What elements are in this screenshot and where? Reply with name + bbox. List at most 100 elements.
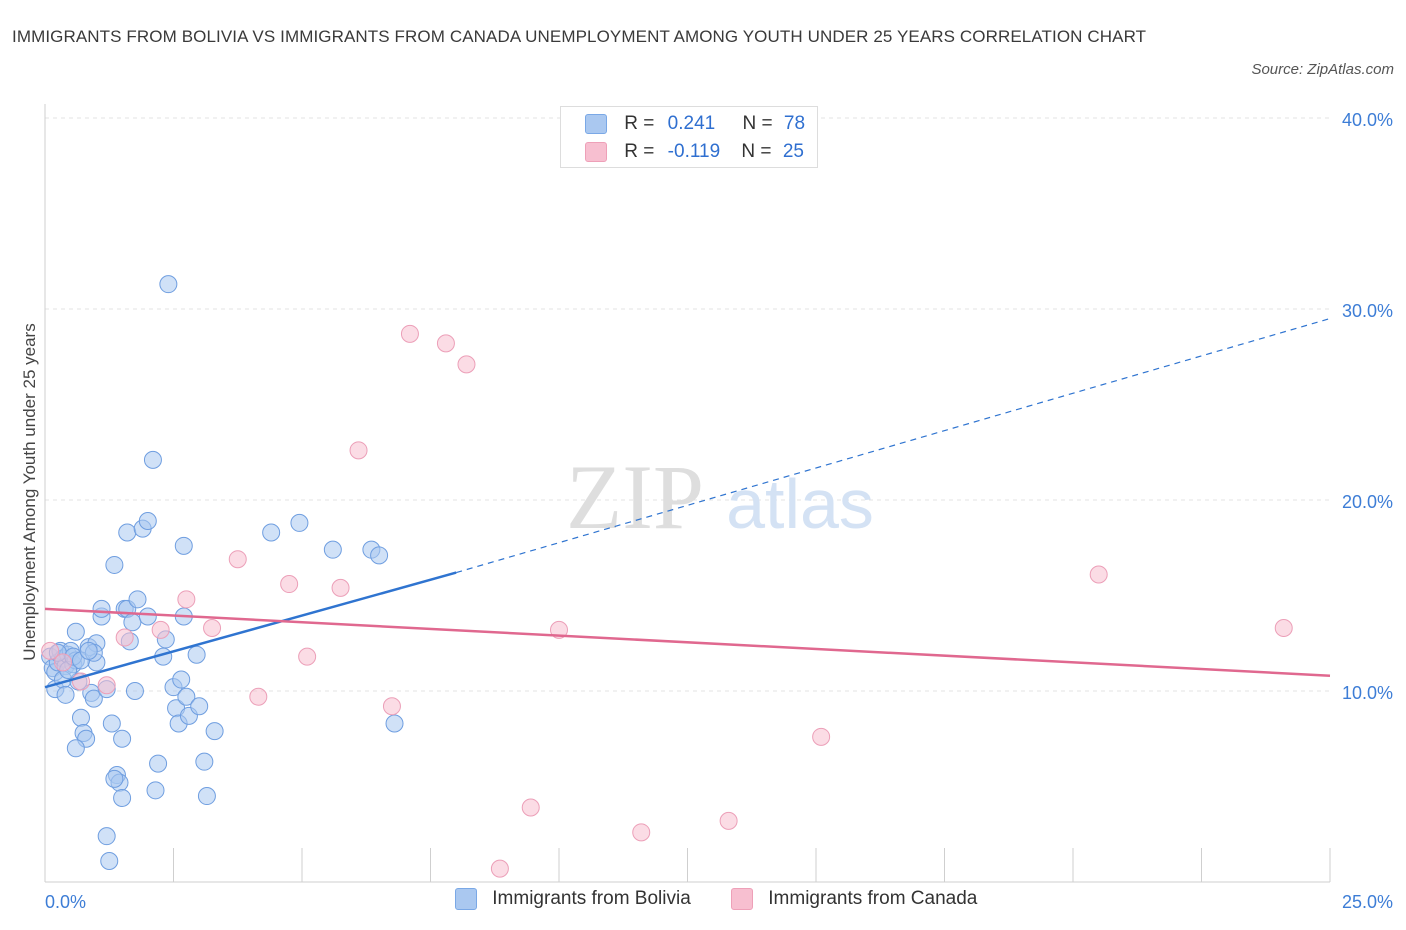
x-tick-label: 0.0% [45, 892, 86, 912]
y-tick-label: 20.0% [1342, 492, 1393, 512]
point-bolivia [143, 450, 162, 469]
point-bolivia [190, 697, 209, 716]
point-bolivia [138, 607, 157, 626]
legend-r-label: R = [624, 141, 655, 162]
point-bolivia [159, 275, 178, 294]
point-bolivia [197, 787, 216, 806]
point-bolivia [66, 739, 85, 758]
point-canada [349, 441, 368, 460]
point-canada [249, 687, 268, 706]
point-bolivia [102, 714, 121, 733]
point-bolivia [323, 540, 342, 559]
trendline-bolivia-projection [456, 317, 1331, 574]
point-canada [280, 575, 299, 594]
point-canada [177, 590, 196, 609]
point-bolivia [205, 722, 224, 741]
point-bolivia [92, 599, 111, 618]
legend-n-label: N = [742, 113, 773, 134]
point-bolivia [149, 754, 168, 773]
point-bolivia [174, 536, 193, 555]
point-bolivia [290, 513, 309, 532]
point-bolivia [125, 682, 144, 700]
y-tick-label: 40.0% [1342, 110, 1393, 130]
point-bolivia [128, 590, 147, 609]
point-bolivia [262, 523, 281, 542]
point-bolivia [172, 670, 191, 689]
point-bolivia [105, 555, 124, 574]
point-canada [382, 697, 401, 716]
point-bolivia [71, 708, 90, 727]
point-canada [298, 647, 317, 666]
series-label-bolivia: Immigrants from Bolivia [492, 888, 691, 909]
trendline-canada [44, 607, 1331, 677]
point-bolivia [195, 752, 214, 771]
point-canada [1274, 618, 1293, 637]
trendline-bolivia [44, 571, 457, 689]
legend-n-value: 25 [782, 141, 804, 162]
point-bolivia [123, 613, 142, 632]
point-canada [400, 324, 419, 343]
legend-n-label: N = [741, 141, 772, 162]
point-bolivia [177, 687, 196, 706]
chart-title: IMMIGRANTS FROM BOLIVIA VS IMMIGRANTS FR… [12, 27, 1147, 46]
point-canada [521, 798, 540, 817]
point-canada [115, 628, 134, 647]
point-canada [53, 653, 72, 672]
stats-legend: R = 0.241 N = 78 R = -0.119 N = 25 [560, 106, 818, 168]
point-canada [436, 334, 455, 353]
series-legend: Immigrants from Bolivia Immigrants from … [0, 888, 1406, 916]
point-canada [97, 676, 116, 695]
point-canada [41, 641, 60, 660]
series-legend-bolivia: Immigrants from Bolivia [455, 888, 691, 910]
point-canada [550, 620, 568, 639]
legend-swatch-bolivia [585, 114, 607, 134]
point-bolivia [84, 689, 103, 708]
point-canada [203, 618, 222, 637]
point-canada [151, 620, 170, 639]
legend-swatch-canada [585, 142, 607, 162]
point-canada [632, 823, 651, 842]
y-tick-label: 30.0% [1342, 301, 1393, 321]
legend-row-canada: R = -0.119 N = 25 [585, 141, 804, 165]
series-label-canada: Immigrants from Canada [768, 888, 978, 909]
points-layer [41, 275, 1293, 878]
point-canada [490, 859, 509, 878]
source-label: Source: ZipAtlas.com [1251, 61, 1394, 78]
series-swatch-bolivia [455, 888, 477, 910]
point-bolivia [113, 788, 132, 807]
y-axis-label: Unemployment Among Youth under 25 years [20, 323, 39, 660]
point-bolivia [187, 645, 206, 664]
point-bolivia [385, 714, 404, 733]
point-canada [228, 550, 247, 569]
watermark-zip: ZIP [566, 446, 704, 548]
point-bolivia [100, 851, 119, 870]
point-bolivia [56, 685, 75, 704]
legend-r-value: -0.119 [667, 141, 721, 162]
legend-row-bolivia: R = 0.241 N = 78 [585, 113, 805, 137]
point-bolivia [113, 729, 132, 748]
x-tick-label: 25.0% [1342, 892, 1393, 912]
legend-r-value: 0.241 [667, 113, 716, 134]
point-bolivia [79, 641, 98, 660]
legend-r-label: R = [624, 113, 655, 134]
point-bolivia [138, 512, 157, 531]
point-canada [719, 811, 738, 830]
point-bolivia [370, 546, 389, 565]
legend-n-value: 78 [783, 113, 806, 134]
trend-layer [44, 317, 1331, 689]
point-canada [812, 727, 831, 746]
point-bolivia [118, 523, 137, 542]
point-bolivia [146, 781, 165, 800]
axis-layer: 10.0% 20.0% 30.0% 40.0% 0.0% 25.0% [44, 104, 1393, 912]
series-legend-canada: Immigrants from Canada [731, 888, 977, 910]
grid-layer [45, 117, 1330, 692]
watermark-atlas: atlas [726, 465, 874, 543]
point-canada [1089, 565, 1108, 584]
watermark: ZIP atlas [566, 446, 874, 548]
point-bolivia [97, 827, 116, 846]
y-tick-label: 10.0% [1342, 683, 1393, 703]
series-swatch-canada [731, 888, 753, 910]
point-canada [457, 355, 476, 374]
point-bolivia [66, 622, 85, 641]
